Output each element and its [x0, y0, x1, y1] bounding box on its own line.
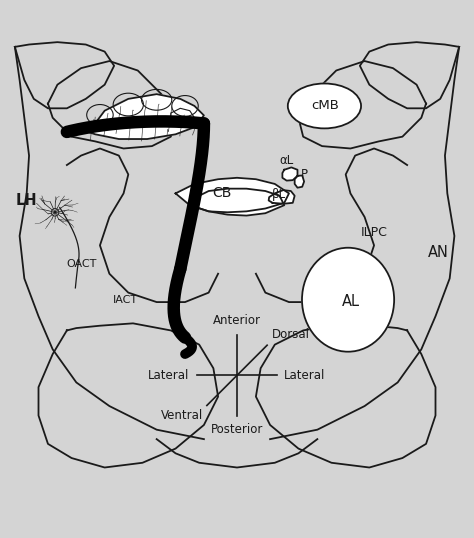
Polygon shape: [171, 108, 194, 127]
Polygon shape: [269, 190, 295, 204]
Text: OACT: OACT: [67, 259, 97, 270]
Text: CB: CB: [212, 186, 232, 200]
Text: Ventral: Ventral: [161, 409, 203, 422]
Polygon shape: [295, 175, 304, 188]
Text: Dorsal: Dorsal: [272, 328, 310, 342]
Polygon shape: [190, 189, 284, 216]
Text: αL: αL: [279, 154, 293, 167]
Polygon shape: [283, 167, 298, 181]
Text: LH: LH: [16, 193, 37, 208]
Text: AN: AN: [428, 245, 448, 260]
Text: ILPC: ILPC: [361, 225, 387, 239]
Text: Lateral: Lateral: [148, 369, 190, 382]
Text: cMB: cMB: [311, 100, 339, 112]
Text: βL: βL: [272, 188, 286, 201]
Text: IACT: IACT: [113, 295, 138, 305]
Text: Lateral: Lateral: [284, 369, 326, 382]
Circle shape: [51, 209, 59, 216]
Polygon shape: [175, 178, 289, 213]
Text: Anterior: Anterior: [213, 314, 261, 327]
Ellipse shape: [288, 83, 361, 129]
Polygon shape: [81, 94, 204, 139]
Ellipse shape: [302, 247, 394, 352]
Text: AL: AL: [341, 294, 359, 309]
Text: Posterior: Posterior: [211, 422, 263, 436]
Text: P: P: [301, 168, 308, 181]
